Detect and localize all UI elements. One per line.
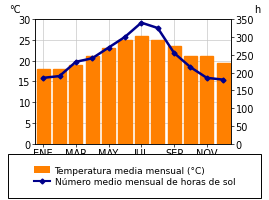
Bar	[135, 37, 148, 144]
Bar	[151, 41, 164, 144]
Bar	[86, 57, 99, 144]
Bar	[118, 41, 132, 144]
Text: °C: °C	[9, 5, 21, 15]
Bar	[200, 57, 213, 144]
Bar	[102, 49, 115, 144]
Bar	[217, 63, 230, 144]
Bar	[37, 70, 50, 144]
Bar	[53, 70, 66, 144]
Legend: Temperatura media mensual (°C), Número medio mensual de horas de sol: Temperatura media mensual (°C), Número m…	[30, 162, 239, 190]
Bar	[69, 65, 82, 144]
Bar	[184, 57, 197, 144]
Text: h: h	[254, 5, 261, 15]
FancyBboxPatch shape	[8, 154, 261, 198]
Bar	[168, 47, 180, 144]
